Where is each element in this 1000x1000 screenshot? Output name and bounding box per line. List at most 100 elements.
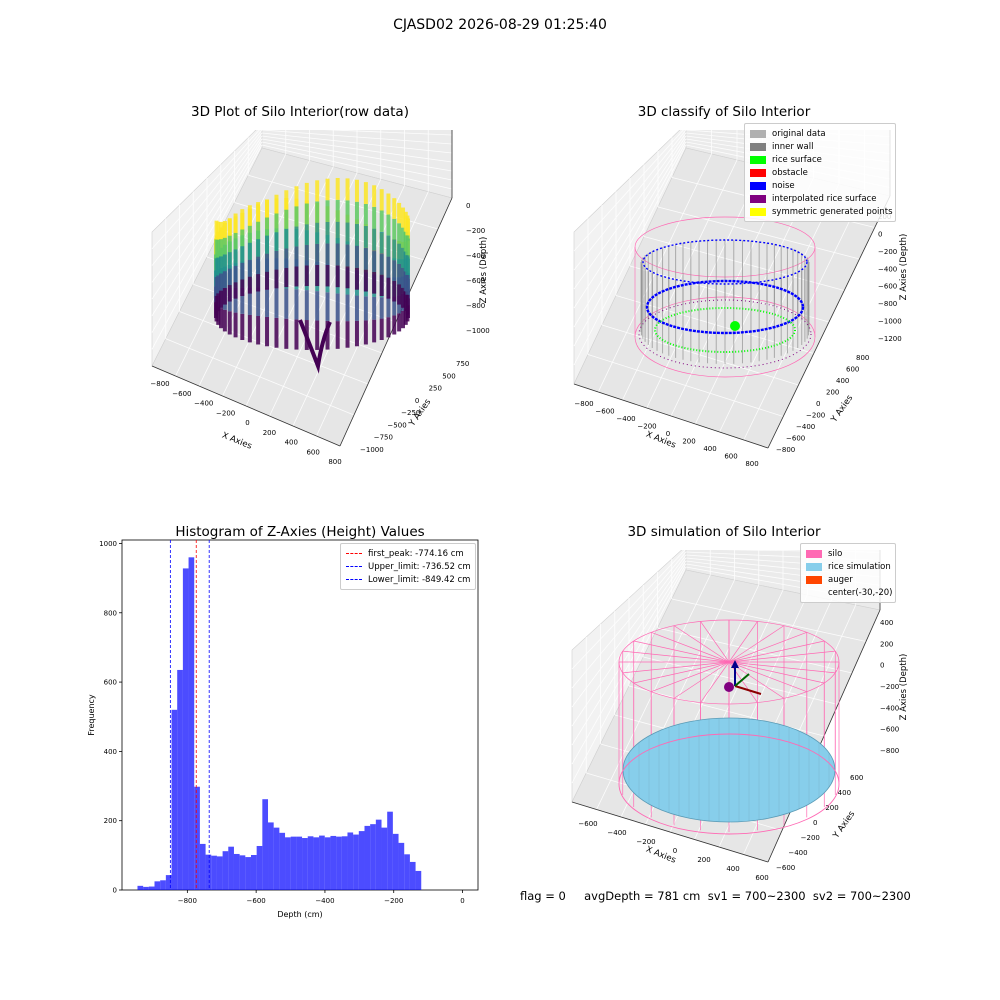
legend-label: rice simulation (828, 561, 891, 572)
legend-entry: rice surface (750, 153, 890, 166)
classify-legend: original data inner wall rice surface obsta… (744, 123, 896, 222)
histogram-bar (177, 669, 183, 890)
sim-y-tick-label: 600 (850, 774, 863, 782)
sim-auger-x-arrow (734, 685, 762, 695)
raw-y-tick-label: 0 (415, 397, 419, 405)
raw-x-tick-label: −800 (150, 380, 169, 388)
histogram-bar (307, 836, 314, 890)
raw-point-cloud (214, 178, 410, 350)
legend-entry: interpolated rice surface (750, 192, 890, 205)
raw-x-tick-label: −200 (216, 409, 235, 417)
cls-y-tick-label: −800 (776, 446, 795, 454)
histogram-bar (398, 842, 405, 890)
raw-z-tick-label: −600 (466, 277, 485, 285)
raw-x-tick-label: 200 (263, 429, 276, 437)
histogram-bar (375, 819, 382, 890)
legend-swatch (806, 549, 822, 558)
legend-label: inner wall (772, 141, 814, 152)
figure-title: CJASD02 2026-08-29 01:25:40 (393, 17, 607, 33)
histogram-bar (302, 838, 308, 890)
sim-z-tick-label: −200 (880, 683, 899, 691)
sim-z-tick-label: −600 (880, 726, 899, 734)
cls-x-tick-label: −200 (637, 423, 656, 431)
legend-entry: inner wall (750, 140, 890, 153)
cls-x-tick-label: −600 (595, 408, 614, 416)
legend-swatch (750, 207, 766, 216)
histogram-bar (370, 824, 376, 890)
legend-label: symmetric generated points (772, 206, 893, 217)
raw-plot-title: 3D Plot of Silo Interior(row data) (191, 104, 409, 120)
raw-y-tick-label: 750 (456, 360, 469, 368)
raw-y-tick-label: −1000 (360, 446, 384, 454)
legend-swatch (750, 181, 766, 190)
legend-swatch (806, 562, 822, 571)
histogram-bar (353, 834, 359, 890)
histogram-bar (171, 709, 178, 890)
hist-x-axis-label: Depth (cm) (277, 910, 322, 919)
hist-y-axis-label: Frequency (87, 694, 96, 736)
cls-y-tick-label: 400 (836, 377, 849, 385)
histogram-bar (137, 885, 144, 890)
raw-x-tick-label: 600 (306, 448, 319, 456)
sim-y-tick-label: −200 (801, 834, 820, 842)
legend-swatch (750, 168, 766, 177)
hist-x-tick-label: 0 (460, 897, 464, 905)
legend-swatch (750, 155, 766, 164)
sim-y-tick-label: −400 (788, 849, 807, 857)
histogram-bar (143, 886, 149, 890)
raw-z-tick-label: −400 (466, 252, 485, 260)
histogram-bar (250, 855, 257, 890)
sim-z-axis-label: Z Axies (Depth) (899, 654, 909, 721)
histogram-bar (336, 836, 342, 890)
legend-entry: center(-30,-20) (806, 586, 892, 599)
raw-x-tick-label: 400 (285, 439, 298, 447)
histogram-bar (285, 837, 291, 890)
legend-swatch (750, 129, 766, 138)
cls-y-axis-label: Y Axies (829, 393, 856, 425)
classify-plot-title: 3D classify of Silo Interior (637, 104, 811, 120)
histogram-bar (188, 557, 195, 890)
hist-x-tick-label: −400 (315, 897, 334, 905)
histogram-bar (233, 853, 240, 890)
histogram-bar (154, 881, 161, 890)
raw-y-tick-label: −500 (387, 421, 406, 429)
legend-swatch (750, 142, 766, 151)
raw-3d-plot: −800−600−400−20002004006008007505002500−… (150, 130, 490, 466)
histogram-bar (330, 835, 337, 890)
histogram-title: Histogram of Z-Axies (Height) Values (175, 524, 425, 540)
legend-swatch (346, 579, 362, 580)
sim-x-tick-label: 400 (726, 865, 739, 873)
sim-auger-y-arrow (734, 673, 750, 687)
raw-z-tick-label: −1000 (466, 327, 490, 335)
legend-entry: noise (750, 179, 890, 192)
legend-label: auger (828, 574, 853, 585)
sim-x-tick-label: 200 (697, 856, 710, 864)
legend-label: silo (828, 548, 843, 559)
histogram-bar (319, 835, 325, 890)
histogram-bar (279, 832, 286, 890)
cls-z-axis-label: Z Axies (Depth) (899, 234, 909, 301)
legend-label: first_peak: -774.16 cm (368, 548, 464, 559)
sim-y-tick-label: 400 (838, 789, 851, 797)
hist-y-tick-label: 0 (113, 887, 117, 895)
histogram-bar (256, 845, 263, 890)
hist-y-tick-label: 800 (104, 609, 117, 617)
sim-x-tick-label: −600 (578, 820, 597, 828)
histogram-bar (194, 786, 200, 890)
histogram-legend: first_peak: -774.16 cm Upper_limit: -736.… (340, 543, 476, 590)
cls-x-tick-label: 400 (703, 445, 716, 453)
simulation-legend: silo rice simulation auger center(-30,-20) (800, 543, 896, 603)
histogram-bar (205, 854, 212, 890)
cls-y-tick-label: 200 (826, 389, 839, 397)
legend-swatch (806, 575, 822, 584)
legend-label: original data (772, 128, 826, 139)
histogram-bar (216, 856, 223, 890)
hist-y-tick-label: 400 (104, 748, 117, 756)
sim-grid (571, 550, 881, 855)
legend-swatch (806, 589, 822, 597)
sim-z-tick-label: −400 (880, 704, 899, 712)
histogram-bar (392, 833, 399, 890)
sim-z-tick-label: 400 (880, 619, 893, 627)
histogram-bar (211, 855, 217, 890)
hist-y-tick-label: 200 (104, 817, 117, 825)
